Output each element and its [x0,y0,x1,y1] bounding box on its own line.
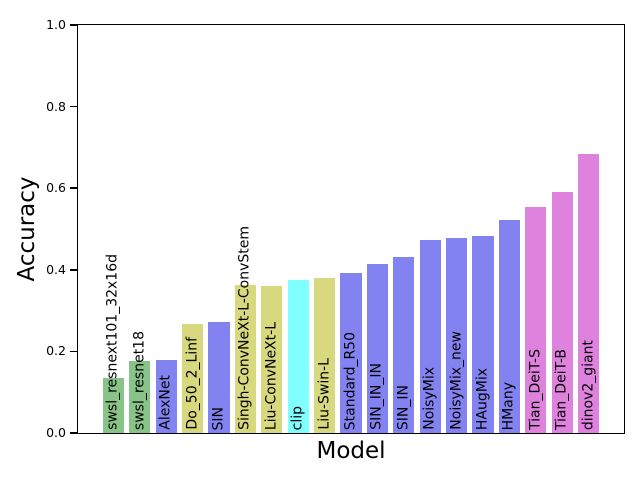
bar-label: Tian_DeiT-S [527,349,544,430]
y-tick-mark [69,24,77,26]
bar: Tian_DeiT-B [551,192,573,433]
bar: Singh-ConvNeXt-L-ConvStem [234,226,256,433]
bar-label: SIN [210,406,227,431]
x-axis-label: Model [316,438,386,464]
bar-label: NoisyMix_new [448,331,465,430]
bar-label: Standard_R50 [342,331,359,430]
bar: swsl_resnet18 [129,331,151,433]
bar-label: Liu-Swin-L [316,358,333,430]
y-tick-label: 0.4 [46,261,66,277]
bar-label: AlexNet [157,375,174,430]
bar: NoisyMix [419,240,441,433]
y-tick-mark [69,105,77,108]
bar: dinov2_giant [578,153,600,433]
bar: NoisyMix_new [446,237,468,433]
bar: Tian_DeiT-S [525,206,547,433]
bar-label: SIN_IN [395,384,412,430]
y-tick-mark [69,432,77,434]
bar-label: SIN_IN_IN [369,363,386,430]
y-tick-label: 0.0 [46,425,66,440]
bar-label: Liu-ConvNeXt-L [263,321,280,430]
bar: Liu-Swin-L [314,277,336,433]
y-axis-label: Accuracy [14,176,40,282]
y-tick-label: 0.2 [46,343,66,359]
y-tick-label: 1.0 [46,17,66,32]
bar: SIN_IN_IN [366,263,388,433]
bar-label: swsl_resnext101_32x16d [105,254,122,430]
bar-label: clip [289,405,306,430]
bar: swsl_resnext101_32x16d [102,254,124,433]
bar-label: Do_50_2_Linf [184,337,201,430]
bar: SIN_IN [393,257,415,433]
bar: Standard_R50 [340,273,362,433]
bar-label: NoisyMix [421,367,438,430]
y-tick-mark [69,350,77,353]
bar: AlexNet [155,359,177,433]
bar: clip [287,279,309,433]
bar-label: HAugMix [474,367,491,430]
bar-label: Tian_DeiT-B [553,348,570,430]
bar: Do_50_2_Linf [182,323,204,433]
bar-label: dinov2_giant [580,339,597,430]
bar: HMany [498,220,520,433]
y-tick-mark [69,269,77,271]
bar: Liu-ConvNeXt-L [261,286,283,433]
bar-label: Singh-ConvNeXt-L-ConvStem [237,226,254,430]
bar-label: HMany [501,381,518,430]
bar: SIN [208,322,230,433]
bar-label: swsl_resnet18 [131,330,148,430]
bar: HAugMix [472,236,494,433]
y-tick-label: 0.6 [46,180,66,196]
plot-area: 0.0 0.2 0.4 0.6 0.8 1.0 swsl_resnext101_32x16d… [46,17,625,440]
y-tick-mark [69,187,77,189]
y-tick-label: 0.8 [46,98,66,114]
